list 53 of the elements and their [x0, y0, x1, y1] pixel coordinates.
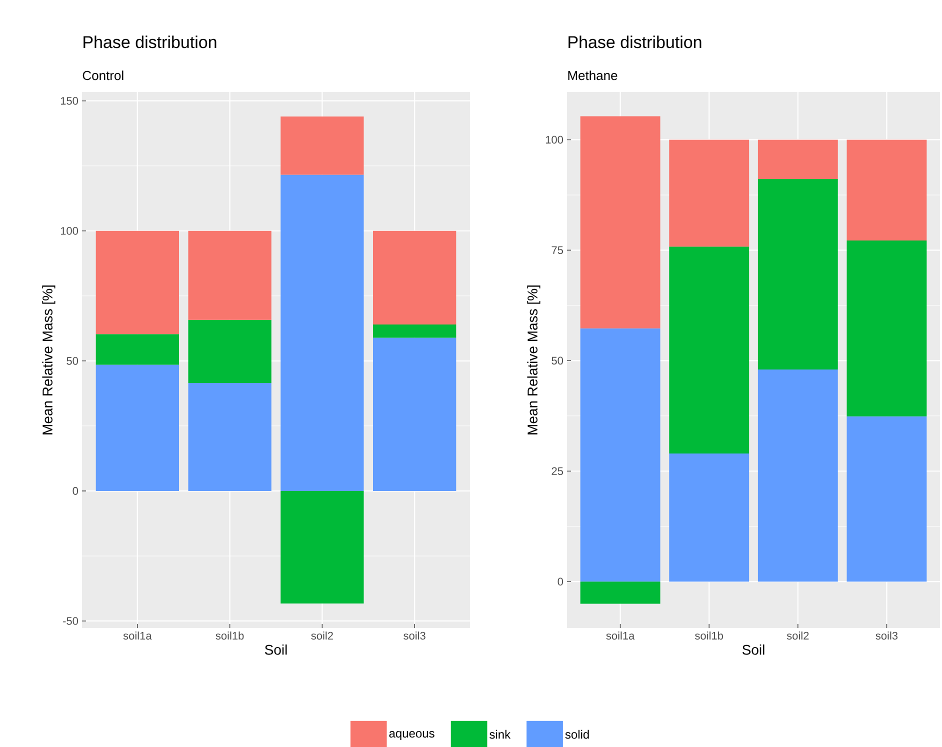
bar [846, 240, 927, 416]
y-axis-title: Mean Relative Mass [%] [42, 286, 56, 434]
bar [580, 116, 660, 328]
x-tick-label: soil1a [606, 632, 635, 640]
x-tick-label: soil1b [216, 632, 244, 640]
y-tick-label: -50 [63, 617, 78, 625]
x-tick-label: soil3 [404, 632, 426, 640]
bar [96, 230, 179, 334]
y-tick-label: 150 [60, 96, 78, 105]
y-tick-label: 0 [72, 487, 78, 495]
bar [669, 140, 750, 247]
bar [580, 328, 660, 582]
x-tick-label: soil2 [311, 632, 333, 640]
y-tick-label: 100 [546, 136, 564, 144]
bar [758, 140, 838, 180]
bar [846, 416, 927, 582]
bar [580, 582, 660, 604]
x-axis-title: Soil [742, 644, 764, 655]
bar [373, 338, 456, 491]
bar [188, 383, 272, 491]
bar [280, 174, 364, 491]
bar [188, 230, 272, 320]
bar [96, 334, 179, 365]
x-tick-label: soil2 [786, 632, 809, 640]
y-tick-label: 75 [552, 246, 563, 254]
y-tick-label: 0 [558, 578, 564, 586]
y-tick-label: 100 [60, 226, 78, 235]
bar [758, 369, 838, 582]
bar [373, 324, 456, 338]
bar [96, 364, 179, 491]
x-tick-label: soil3 [876, 632, 898, 640]
y-tick-label: 50 [66, 357, 78, 365]
legend-label: aqueous [389, 731, 434, 740]
y-tick-label: 50 [552, 356, 564, 365]
bar [846, 140, 927, 240]
chart-title: Phase distribution [84, 36, 216, 48]
bar [280, 490, 364, 604]
legend-label: sink [490, 730, 511, 739]
bar [280, 116, 364, 175]
y-axis-title: Mean Relative Mass [%] [527, 286, 540, 434]
chart-title: Phase distribution [568, 36, 702, 48]
bar [188, 320, 272, 384]
bar [669, 453, 750, 582]
y-tick-label: 25 [552, 467, 563, 476]
chart-subtitle: Methane [568, 70, 618, 80]
bar [758, 179, 838, 370]
x-tick-label: soil1a [123, 632, 152, 640]
x-tick-label: soil1b [695, 632, 723, 640]
chart-subtitle: Control [82, 70, 124, 80]
bar [669, 246, 750, 454]
bar [373, 230, 456, 324]
x-axis-title: Soil [264, 644, 287, 655]
legend-label: solid [565, 730, 589, 739]
